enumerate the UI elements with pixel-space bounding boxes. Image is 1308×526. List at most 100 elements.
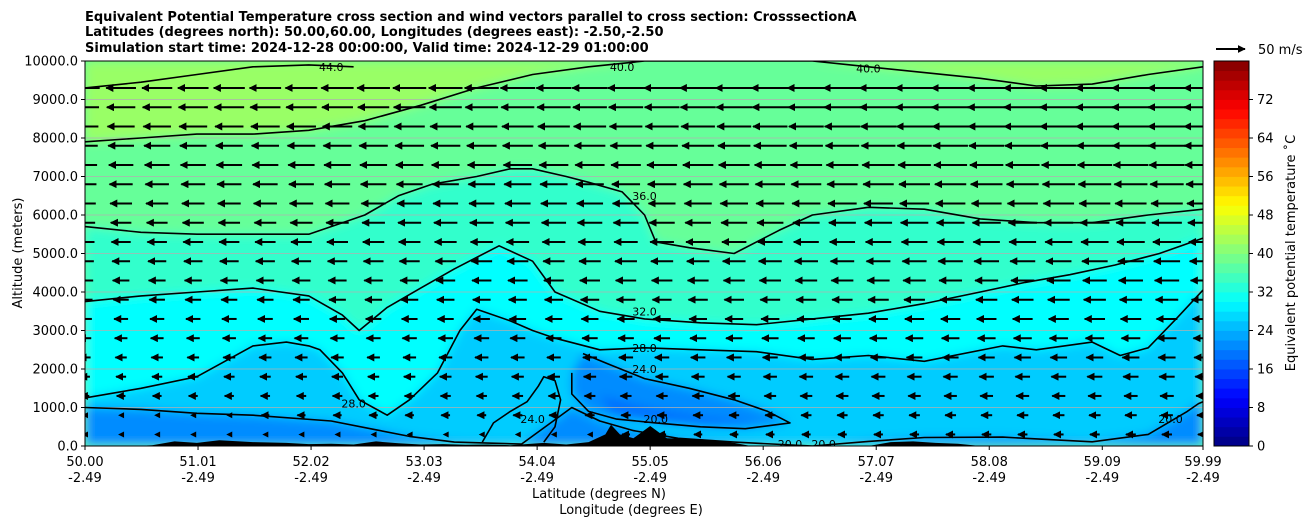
x-axis-label-longitude: Longitude (degrees E)	[559, 503, 703, 518]
colorbar-label: Equivalent potential temperature ˚C	[1283, 135, 1299, 371]
colorbar-tick-label: 40	[1257, 247, 1274, 262]
x-tick-label-lat: 59.99	[1184, 455, 1221, 470]
x-tick-label-lon: -2.49	[520, 471, 554, 486]
wind-vector	[154, 431, 161, 438]
wind-vector	[586, 431, 593, 438]
contour-label-5: 20.0	[644, 413, 669, 426]
colorbar-segment	[1214, 417, 1249, 428]
contour-label-12: 20.0	[1158, 413, 1183, 426]
y-axis-label: Altitude (meters)	[11, 198, 26, 309]
colorbar-segment	[1214, 388, 1249, 399]
x-tick-label-lon: -2.49	[181, 471, 215, 486]
wind-vector	[442, 431, 449, 438]
colorbar-segment	[1214, 70, 1249, 81]
x-tick-label-lat: 56.06	[745, 455, 782, 470]
contour-c36	[85, 168, 1203, 255]
wind-vector	[154, 412, 161, 419]
colorbar-segment	[1214, 234, 1249, 245]
wind-vector	[478, 431, 485, 438]
contour-labels: 28.0 24.0 32.0 28.0 24.0 20.0 36.0 40.0 40.0 44.0…	[319, 61, 1183, 451]
wind-vector	[514, 431, 521, 438]
x-tick-label-lon: -2.49	[68, 471, 102, 486]
quiver-key-label: 50 m/s	[1258, 43, 1303, 58]
wind-vector	[85, 431, 88, 438]
colorbar-segment	[1214, 436, 1249, 447]
x-tick-label-lat: 53.03	[405, 455, 442, 470]
contour-label-6: 36.0	[632, 190, 657, 203]
contour-label-8: 40.0	[856, 63, 881, 76]
x-axis: 50.00-2.4951.01-2.4952.02-2.4953.03-2.49…	[66, 446, 1222, 486]
contour-c40	[85, 61, 1203, 143]
colorbar-segment	[1214, 243, 1249, 254]
colorbar-tick-label: 56	[1257, 170, 1274, 185]
colorbar-segment	[1214, 195, 1249, 206]
y-tick-label: 6000.0	[33, 209, 79, 224]
colorbar-segment	[1214, 282, 1249, 293]
colorbar-segment	[1214, 80, 1249, 91]
colorbar-segment	[1214, 109, 1249, 120]
x-tick-label-lat: 58.08	[971, 455, 1008, 470]
colorbar-segment	[1214, 272, 1249, 283]
colorbar-segment	[1214, 359, 1249, 370]
x-tick-label-lon: -2.49	[746, 471, 780, 486]
contour-label-10: 20.0	[778, 438, 803, 451]
contour-label-9: 44.0	[319, 61, 344, 74]
fill-pocket-below-20	[599, 395, 757, 427]
contour-label-3: 28.0	[632, 342, 657, 355]
fill-band-4	[85, 238, 1203, 416]
wind-vector	[298, 431, 305, 438]
colorbar-segment	[1214, 128, 1249, 139]
contour-label-0: 28.0	[341, 398, 366, 411]
x-tick-label-lon: -2.49	[633, 471, 667, 486]
wind-vector	[190, 431, 197, 438]
colorbar-segment	[1214, 215, 1249, 226]
wind-vector	[334, 431, 341, 438]
y-tick-label: 2000.0	[33, 363, 79, 378]
colorbar-tick-label: 32	[1257, 286, 1274, 301]
y-tick-label: 1000.0	[33, 401, 79, 416]
title-line-2: Latitudes (degrees north): 50.00,60.00, …	[85, 25, 664, 40]
contour-label-11: 20.0	[811, 438, 836, 451]
colorbar-segment	[1214, 263, 1249, 274]
colorbar-segment	[1214, 61, 1249, 72]
wind-vector	[118, 412, 125, 419]
x-tick-label-lon: -2.49	[972, 471, 1006, 486]
colorbar-tick-label: 48	[1257, 209, 1274, 224]
contour-lines	[85, 61, 1203, 446]
y-axis: 0.0 1000.0 2000.0 3000.0 4000.0 5000.0 6000.0 7…	[24, 55, 85, 455]
wind-vector	[370, 431, 377, 438]
colorbar-segment	[1214, 224, 1249, 235]
colorbar-tick-label: 24	[1257, 324, 1274, 339]
y-tick-label: 5000.0	[33, 247, 79, 262]
wind-vector	[262, 431, 269, 438]
contour-label-7: 40.0	[610, 61, 635, 74]
x-tick-label-lon: -2.49	[1186, 471, 1220, 486]
contour-c28	[85, 289, 1203, 416]
colorbar-segment	[1214, 147, 1249, 158]
wind-vector	[406, 431, 413, 438]
contour-c24pocket	[571, 352, 791, 430]
x-tick-label-lat: 51.01	[179, 455, 216, 470]
y-tick-label: 10000.0	[24, 55, 78, 70]
y-tick-label: 3000.0	[33, 324, 79, 339]
colorbar-segment	[1214, 349, 1249, 360]
terrain-shape	[135, 424, 981, 446]
colorbar-segment	[1214, 378, 1249, 389]
colorbar-segment	[1214, 407, 1249, 418]
title-line-3: Simulation start time: 2024-12-28 00:00:…	[85, 41, 649, 56]
colorbar-segment	[1214, 89, 1249, 100]
fill-band-1	[85, 61, 1203, 142]
x-tick-label-lat: 50.00	[66, 455, 103, 470]
x-tick-label-lon: -2.49	[294, 471, 328, 486]
x-axis-label-latitude: Latitude (degrees N)	[532, 487, 666, 502]
contour-label-1: 24.0	[520, 413, 545, 426]
colorbar-segment	[1214, 157, 1249, 168]
quiver-key: 50 m/s	[1216, 43, 1303, 58]
colorbar-segment	[1214, 330, 1249, 341]
fill-band-6	[85, 401, 1203, 446]
wind-vectors	[85, 83, 1203, 439]
colorbar: 0 8 16 24 32 40 48 56 64 72	[1213, 60, 1274, 455]
contour-label-4: 24.0	[632, 363, 657, 376]
colorbar-tick-label: 16	[1257, 363, 1274, 378]
